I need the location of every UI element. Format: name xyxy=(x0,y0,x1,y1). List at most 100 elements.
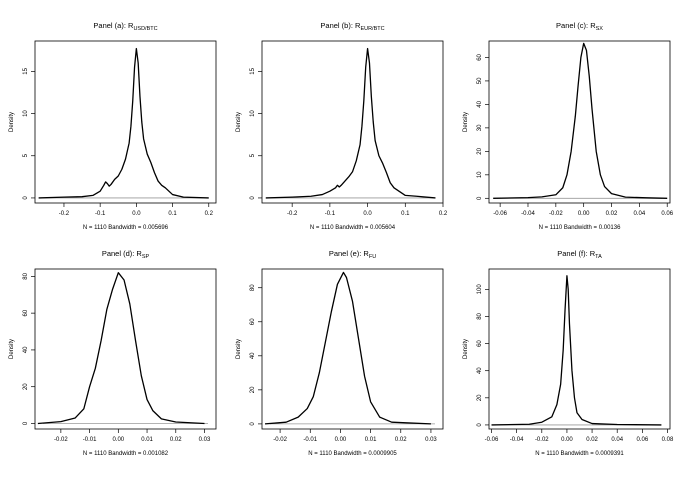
panel-title-main: Panel (c): R xyxy=(556,21,596,30)
y-axis-label: Density xyxy=(463,112,469,132)
y-tick-label: 30 xyxy=(477,124,483,131)
panel-c: Panel (c): RSX Density 0 10 20 30 40 50 60 -0.06 -… xyxy=(463,21,674,231)
panel-a: Panel (a): RUSD/BTC Density 0 5 10 15 -0.2 -0.1… xyxy=(9,21,217,231)
plot-frame xyxy=(261,40,444,204)
panel-title-subscript: SX xyxy=(596,26,604,32)
x-tick-label: -0.1 xyxy=(325,211,336,217)
y-tick-label: 15 xyxy=(250,67,256,74)
x-axis-label: N = 1110 Bandwidth = 0.005604 xyxy=(310,225,396,231)
x-tick-label: 0.00 xyxy=(578,211,590,217)
y-tick-label: 20 xyxy=(477,147,483,154)
y-tick-label: 0 xyxy=(477,423,483,427)
x-tick-label: 0.00 xyxy=(335,437,347,443)
panel-title-main: Panel (f): R xyxy=(557,249,596,258)
y-tick-label: 5 xyxy=(250,153,256,157)
y-tick-label: 40 xyxy=(477,367,483,374)
x-tick-label: 0.02 xyxy=(606,211,618,217)
x-tick-label: -0.01 xyxy=(83,437,97,443)
panel-title-subscript: FU xyxy=(369,254,376,260)
y-tick-label: 0 xyxy=(250,196,256,200)
y-tick-label: 80 xyxy=(23,272,29,279)
density-curve xyxy=(37,272,205,425)
x-tick-label: -0.02 xyxy=(535,437,549,443)
y-tick-label: 40 xyxy=(23,346,29,353)
y-axis-label: Density xyxy=(463,339,469,359)
y-tick-label: 10 xyxy=(477,171,483,178)
x-tick-label: 0.04 xyxy=(611,437,623,443)
plot-frame xyxy=(261,268,444,430)
y-tick-label: 100 xyxy=(477,284,483,295)
panel-f: Panel (f): RTA Density 0 20 40 60 80 100 -0.06 -0… xyxy=(463,249,674,457)
y-axis-label: Density xyxy=(9,339,15,359)
y-tick-label: 15 xyxy=(23,67,29,74)
panel-d: Panel (d): RSP Density 0 20 40 60 80 -0.02 -0.01… xyxy=(9,249,217,457)
y-tick-label: 60 xyxy=(23,309,29,316)
y-tick-label: 60 xyxy=(250,318,256,325)
x-tick-label: 0.0 xyxy=(363,211,372,217)
x-tick-label: -0.1 xyxy=(95,211,106,217)
x-tick-label: -0.02 xyxy=(54,437,68,443)
panel-title-main: Panel (b): R xyxy=(320,21,361,30)
y-tick-label: 20 xyxy=(477,394,483,401)
y-tick-label: 50 xyxy=(477,77,483,84)
x-tick-label: -0.04 xyxy=(510,437,524,443)
x-axis-label: N = 1110 Bandwidth = 0.001082 xyxy=(83,451,169,457)
density-curve xyxy=(38,47,209,199)
x-tick-label: 0.06 xyxy=(661,211,673,217)
panel-title: Panel (d): RSP xyxy=(102,249,150,260)
x-axis-label: N = 1110 Bandwidth = 0.005696 xyxy=(83,225,169,231)
y-tick-label: 0 xyxy=(477,196,483,200)
x-axis-label: N = 1110 Bandwidth = 0.00136 xyxy=(539,225,622,231)
x-tick-label: 0.03 xyxy=(425,437,437,443)
x-tick-label: 0.02 xyxy=(170,437,182,443)
panel-title-subscript: SP xyxy=(142,254,150,260)
density-curve xyxy=(264,271,431,425)
x-tick-label: 0.01 xyxy=(141,437,153,443)
density-curve xyxy=(491,275,662,426)
y-tick-label: 40 xyxy=(250,352,256,359)
y-tick-label: 0 xyxy=(23,421,29,425)
y-tick-label: 10 xyxy=(23,110,29,117)
panel-title-main: Panel (e): R xyxy=(329,249,370,258)
y-tick-label: 0 xyxy=(23,196,29,200)
x-tick-label: 0.03 xyxy=(199,437,211,443)
x-tick-label: -0.06 xyxy=(485,437,499,443)
x-tick-label: 0.02 xyxy=(395,437,407,443)
panel-title-subscript: TA xyxy=(595,254,602,260)
plot-frame xyxy=(34,40,217,204)
x-axis-label: N = 1110 Bandwidth = 0.0009391 xyxy=(535,451,624,457)
y-axis-label: Density xyxy=(236,339,242,359)
panel-title: Panel (b): REUR/BTC xyxy=(320,21,384,32)
panel-title-subscript: USD/BTC xyxy=(133,26,157,32)
x-tick-label: 0.1 xyxy=(168,211,177,217)
x-tick-label: -0.2 xyxy=(287,211,298,217)
y-tick-label: 10 xyxy=(250,110,256,117)
x-tick-label: -0.2 xyxy=(59,211,70,217)
y-tick-label: 20 xyxy=(250,386,256,393)
y-tick-label: 60 xyxy=(477,53,483,60)
x-tick-label: 0.01 xyxy=(365,437,377,443)
x-axis-label: N = 1110 Bandwidth = 0.0009905 xyxy=(308,451,397,457)
y-tick-label: 80 xyxy=(250,284,256,291)
panel-title: Panel (e): RFU xyxy=(329,249,376,260)
x-tick-label: 0.04 xyxy=(634,211,646,217)
x-tick-label: 0.06 xyxy=(637,437,649,443)
density-curve xyxy=(265,47,436,199)
x-tick-label: -0.01 xyxy=(303,437,317,443)
x-tick-label: -0.04 xyxy=(521,211,535,217)
y-tick-label: 0 xyxy=(250,422,256,426)
panel-title-subscript: EUR/BTC xyxy=(360,26,384,32)
x-tick-label: 0.02 xyxy=(586,437,598,443)
y-tick-label: 5 xyxy=(23,153,29,157)
x-tick-label: 0.2 xyxy=(205,211,214,217)
density-curve xyxy=(493,42,668,199)
panel-title: Panel (f): RTA xyxy=(557,249,602,260)
y-axis-label: Density xyxy=(9,112,15,132)
y-axis-label: Density xyxy=(236,112,242,132)
panel-title: Panel (a): RUSD/BTC xyxy=(93,21,157,32)
panel-title: Panel (c): RSX xyxy=(556,21,603,32)
y-tick-label: 20 xyxy=(23,383,29,390)
x-tick-label: 0.00 xyxy=(561,437,573,443)
panel-title-main: Panel (a): R xyxy=(93,21,134,30)
